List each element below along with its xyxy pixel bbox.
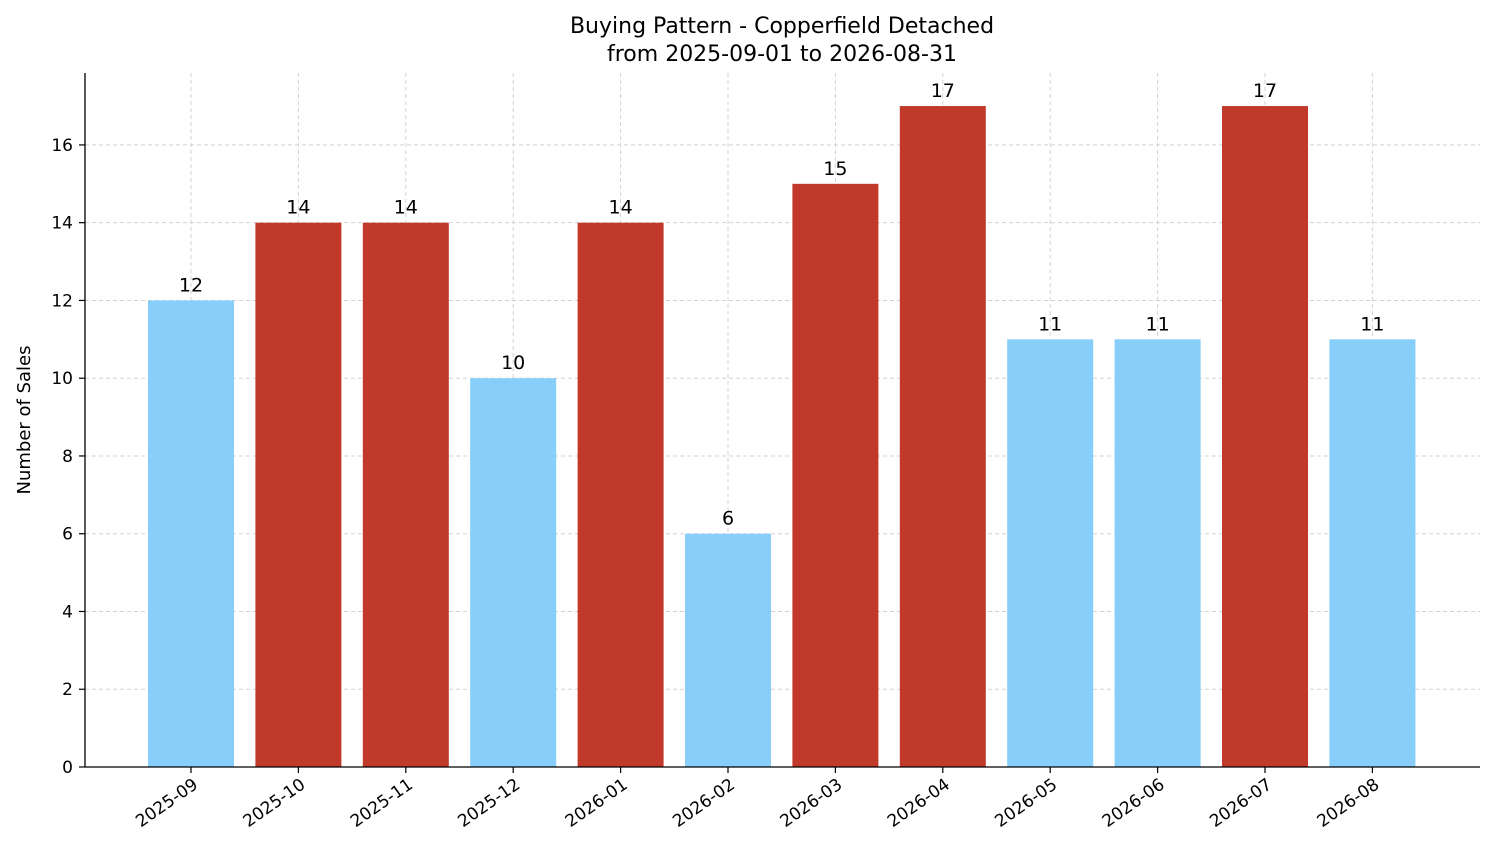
x-tick-label: 2026-07 (1206, 775, 1276, 832)
y-tick-label: 2 (62, 680, 73, 700)
bar (1222, 106, 1308, 768)
y-tick-label: 12 (51, 291, 73, 311)
bar-value-label: 11 (1146, 313, 1170, 335)
y-ticks: 0 2 4 6 8 10 12 14 16 (51, 136, 85, 778)
bar-value-label: 14 (609, 197, 633, 219)
bar (1114, 339, 1201, 767)
bar-value-label: 17 (931, 80, 955, 102)
x-tick-label: 2026-03 (777, 775, 847, 832)
bar (577, 222, 664, 767)
y-tick-label: 16 (51, 136, 73, 156)
bar (899, 106, 986, 768)
bar (470, 378, 557, 767)
y-tick-label: 4 (62, 602, 73, 622)
y-axis-label: Number of Sales (14, 345, 35, 494)
x-tick-label: 2026-02 (669, 775, 739, 832)
bar-value-label: 15 (823, 158, 847, 180)
y-tick-label: 6 (62, 525, 73, 545)
y-tick-label: 14 (51, 214, 73, 234)
x-tick-label: 2025-10 (240, 775, 310, 832)
chart-title: Buying Pattern - Copperfield Detached (570, 14, 994, 39)
x-tick-label: 2026-08 (1314, 775, 1384, 832)
bar-value-label: 11 (1360, 313, 1384, 335)
y-tick-label: 10 (51, 369, 73, 389)
bar-value-label: 6 (722, 508, 734, 530)
bar (1329, 339, 1416, 767)
y-tick-label: 0 (62, 758, 73, 778)
bars (148, 106, 1416, 768)
bar-value-label: 14 (286, 197, 310, 219)
bar (255, 222, 342, 767)
x-tick-label: 2025-12 (454, 775, 524, 832)
bar (148, 300, 234, 767)
bar-value-label: 11 (1038, 313, 1062, 335)
x-tick-label: 2026-06 (1099, 775, 1169, 832)
x-tick-label: 2025-09 (132, 775, 202, 832)
bar (1007, 339, 1094, 767)
bar-value-label: 10 (501, 352, 525, 374)
y-tick-label: 8 (62, 447, 73, 467)
bar-labels: 12 14 14 10 14 6 15 17 11 11 17 11 (179, 80, 1385, 530)
bar (792, 183, 879, 768)
x-tick-label: 2025-11 (347, 775, 417, 832)
x-tick-label: 2026-01 (562, 775, 632, 832)
bar-value-label: 17 (1253, 80, 1277, 102)
x-ticks: 2025-09 2025-10 2025-11 2025-12 2026-01 2026-… (132, 767, 1383, 832)
bar-value-label: 12 (179, 274, 203, 296)
bar (362, 222, 449, 767)
bar-value-label: 14 (394, 197, 418, 219)
x-tick-label: 2026-05 (991, 775, 1061, 832)
x-tick-label: 2026-04 (884, 775, 954, 832)
chart-subtitle: from 2025-09-01 to 2026-08-31 (607, 42, 957, 67)
bar (685, 533, 771, 767)
